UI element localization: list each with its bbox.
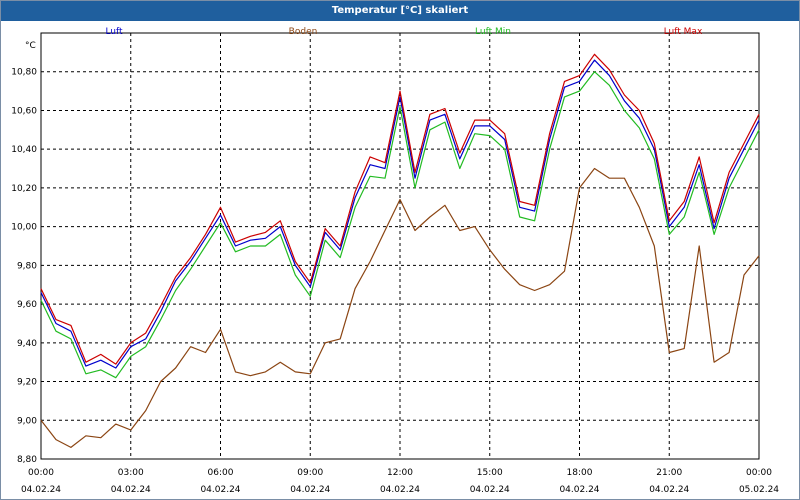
x-tick-time: 00:00 — [746, 468, 772, 478]
y-axis-unit-label: °C — [25, 41, 36, 51]
x-tick-time: 18:00 — [567, 468, 593, 478]
y-tick-label: 9,80 — [17, 261, 37, 271]
y-tick-label: 9,00 — [17, 416, 37, 426]
x-tick-time: 15:00 — [477, 468, 503, 478]
legend-entry-boden: Boden — [289, 27, 318, 37]
x-tick-time: 00:00 — [28, 468, 54, 478]
y-tick-label: 8,80 — [17, 455, 37, 465]
plot-frame — [40, 32, 760, 460]
x-tick-time: 21:00 — [656, 468, 682, 478]
series-line-boden — [40, 167, 760, 448]
y-tick-label: 10,20 — [11, 184, 37, 194]
y-tick-label: 9,20 — [17, 378, 37, 388]
series-line-luft-max — [40, 53, 760, 365]
y-tick-label: 9,60 — [17, 300, 37, 310]
series-line-luft — [40, 59, 760, 369]
legend-entry-luft-min: Luft Min — [475, 27, 511, 37]
x-tick-date: 05.02.24 — [739, 485, 779, 495]
x-tick-date: 04.02.24 — [470, 485, 510, 495]
y-tick-label: 10,80 — [11, 68, 37, 78]
x-tick-time: 03:00 — [118, 468, 144, 478]
x-tick-date: 04.02.24 — [200, 485, 240, 495]
x-tick-time: 06:00 — [208, 468, 234, 478]
x-tick-date: 04.02.24 — [290, 485, 330, 495]
x-tick-date: 04.02.24 — [649, 485, 689, 495]
temperature-chart: 8,80 9,00 9,20 9,40 9,60 9,80 10,00 10,20 10,40 1… — [11, 27, 779, 495]
x-tick-date: 04.02.24 — [380, 485, 420, 495]
legend-entry-luft: Luft — [105, 27, 123, 37]
y-tick-label: 10,60 — [11, 106, 37, 116]
x-tick-date: 04.02.24 — [559, 485, 599, 495]
y-tick-label: 10,00 — [11, 223, 37, 233]
x-tick-time: 09:00 — [297, 468, 323, 478]
legend-entry-luft-max: Luft Max — [664, 27, 703, 37]
series-line-luft-min — [40, 71, 760, 379]
window-title: Temperatur [°C] skaliert — [1, 1, 799, 21]
y-tick-label: 9,40 — [17, 339, 37, 349]
x-tick-time: 12:00 — [387, 468, 413, 478]
x-tick-date: 04.02.24 — [21, 485, 61, 495]
x-tick-date: 04.02.24 — [111, 485, 151, 495]
y-tick-label: 10,40 — [11, 145, 37, 155]
